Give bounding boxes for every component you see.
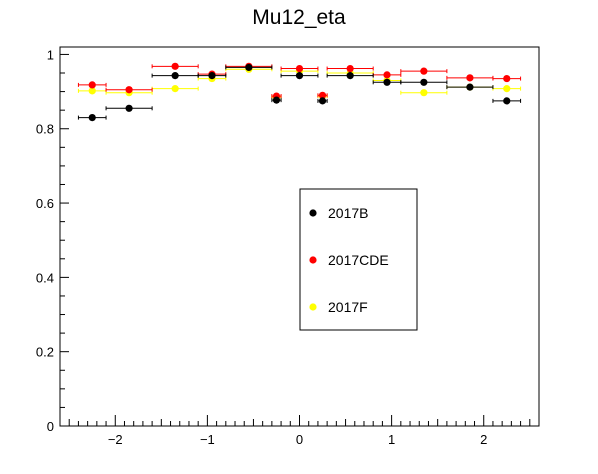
y-tick-label: 0.4 [36,270,54,285]
legend-marker [309,256,317,264]
data-point [88,87,96,95]
data-point [208,72,216,80]
y-tick-label: 0 [47,419,54,434]
data-point [346,64,354,73]
data-point [503,97,511,105]
legend-label: 2017F [328,299,368,315]
data-point [171,62,179,70]
data-point [88,81,96,89]
data-point [420,67,428,75]
data-point [346,72,354,80]
y-tick-label: 0.2 [36,345,54,360]
y-tick-label: 1 [47,47,54,62]
legend-label: 2017CDE [328,252,389,268]
data-point [125,104,133,112]
data-marks [77,62,522,122]
data-point [171,85,179,93]
data-point [318,97,327,105]
x-tick-label: −1 [200,432,215,447]
legend: 2017B 2017CDE 2017F [299,188,418,331]
legend-label: 2017B [328,205,368,221]
data-point [466,83,474,91]
data-point [295,64,304,73]
legend-marker [309,303,317,311]
data-point [466,74,474,82]
data-point [245,63,253,72]
data-point [318,91,327,99]
y-tick-label: 0.6 [36,196,54,211]
x-tick-label: 0 [296,432,303,447]
data-point [88,113,96,122]
x-tick-label: 2 [480,432,487,447]
data-point [171,72,179,80]
y-tick-label: 0.8 [36,122,54,137]
data-point [420,89,428,97]
x-tick-label: 1 [388,432,395,447]
data-point [503,74,511,83]
data-point [420,78,428,86]
legend-box [299,188,418,331]
data-point [503,85,511,93]
data-point [295,72,304,80]
data-point [125,86,133,94]
data-point [383,71,391,79]
x-tick-label: −2 [108,432,123,447]
axis-ticks: 0 0.2 0.4 0.6 0.8 1 −2 −1 0 1 2 [36,47,531,447]
data-point [383,78,391,86]
chart-title: Mu12_eta [252,6,346,29]
data-point [272,96,281,104]
legend-marker [309,209,317,217]
